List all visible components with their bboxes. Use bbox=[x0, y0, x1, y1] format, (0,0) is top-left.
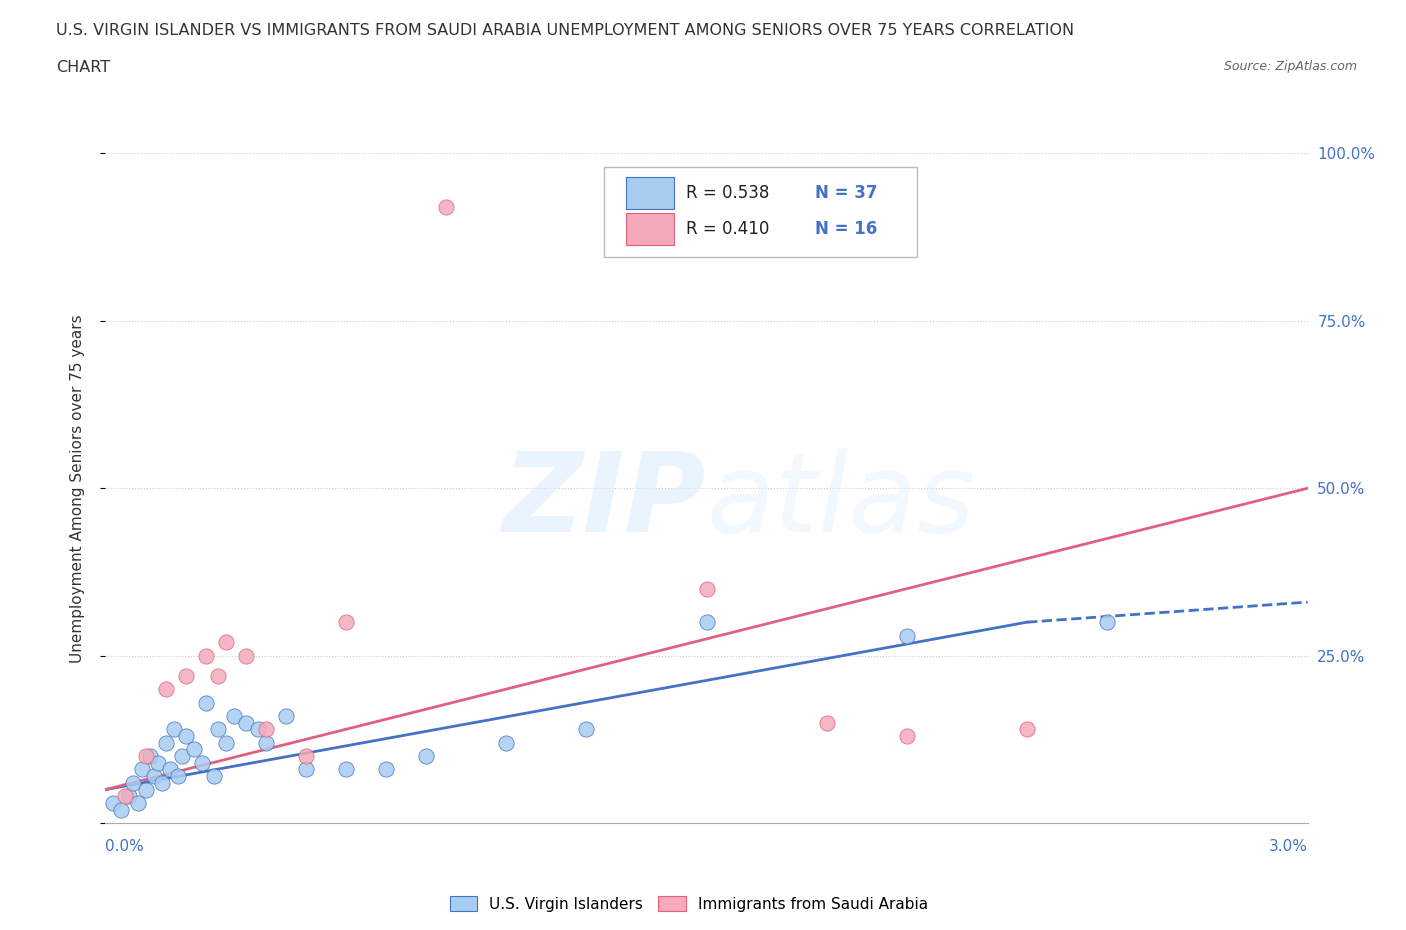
Text: 3.0%: 3.0% bbox=[1268, 839, 1308, 854]
Point bbox=[896, 728, 918, 743]
Point bbox=[575, 722, 598, 737]
Point bbox=[135, 782, 157, 797]
Point bbox=[207, 669, 229, 684]
Point bbox=[214, 736, 236, 751]
Point bbox=[194, 695, 217, 710]
Point bbox=[103, 795, 125, 810]
Point bbox=[174, 728, 197, 743]
Bar bbox=[626, 177, 673, 209]
Point bbox=[190, 755, 212, 770]
Point bbox=[214, 635, 236, 650]
Point bbox=[222, 709, 245, 724]
Point bbox=[415, 749, 437, 764]
Point bbox=[131, 762, 153, 777]
Bar bbox=[605, 166, 917, 258]
Point bbox=[254, 722, 277, 737]
Point bbox=[150, 776, 173, 790]
Point bbox=[235, 715, 257, 730]
Text: Source: ZipAtlas.com: Source: ZipAtlas.com bbox=[1223, 60, 1357, 73]
Text: N = 37: N = 37 bbox=[814, 184, 877, 202]
Point bbox=[695, 581, 717, 596]
Point bbox=[246, 722, 269, 737]
Point bbox=[162, 722, 184, 737]
Y-axis label: Unemployment Among Seniors over 75 years: Unemployment Among Seniors over 75 years bbox=[70, 314, 84, 662]
Point bbox=[1015, 722, 1038, 737]
Point bbox=[207, 722, 229, 737]
Point bbox=[294, 749, 316, 764]
Point bbox=[110, 803, 132, 817]
Text: ZIP: ZIP bbox=[503, 448, 707, 555]
Point bbox=[695, 615, 717, 630]
Point bbox=[170, 749, 193, 764]
Point bbox=[434, 200, 457, 215]
Point bbox=[183, 742, 205, 757]
Point bbox=[118, 789, 141, 804]
Point bbox=[294, 762, 316, 777]
Bar bbox=[626, 213, 673, 246]
Point bbox=[122, 776, 145, 790]
Point bbox=[114, 789, 136, 804]
Legend: U.S. Virgin Islanders, Immigrants from Saudi Arabia: U.S. Virgin Islanders, Immigrants from S… bbox=[443, 889, 935, 918]
Point bbox=[159, 762, 181, 777]
Point bbox=[142, 769, 165, 784]
Text: U.S. VIRGIN ISLANDER VS IMMIGRANTS FROM SAUDI ARABIA UNEMPLOYMENT AMONG SENIORS : U.S. VIRGIN ISLANDER VS IMMIGRANTS FROM … bbox=[56, 23, 1074, 38]
Point bbox=[138, 749, 160, 764]
Text: R = 0.538: R = 0.538 bbox=[686, 184, 769, 202]
Point bbox=[335, 762, 357, 777]
Point bbox=[274, 709, 297, 724]
Point bbox=[335, 615, 357, 630]
Text: atlas: atlas bbox=[707, 448, 976, 555]
Point bbox=[235, 648, 257, 663]
Point bbox=[896, 628, 918, 643]
Point bbox=[1097, 615, 1119, 630]
Text: R = 0.410: R = 0.410 bbox=[686, 220, 769, 238]
Text: 0.0%: 0.0% bbox=[105, 839, 145, 854]
Point bbox=[194, 648, 217, 663]
Point bbox=[146, 755, 169, 770]
Point bbox=[495, 736, 517, 751]
Point bbox=[155, 682, 177, 697]
Point bbox=[135, 749, 157, 764]
Point bbox=[166, 769, 188, 784]
Point bbox=[374, 762, 396, 777]
Point bbox=[202, 769, 225, 784]
Point bbox=[254, 736, 277, 751]
Text: CHART: CHART bbox=[56, 60, 110, 75]
Point bbox=[815, 715, 838, 730]
Point bbox=[155, 736, 177, 751]
Point bbox=[127, 795, 149, 810]
Text: N = 16: N = 16 bbox=[814, 220, 877, 238]
Point bbox=[174, 669, 197, 684]
